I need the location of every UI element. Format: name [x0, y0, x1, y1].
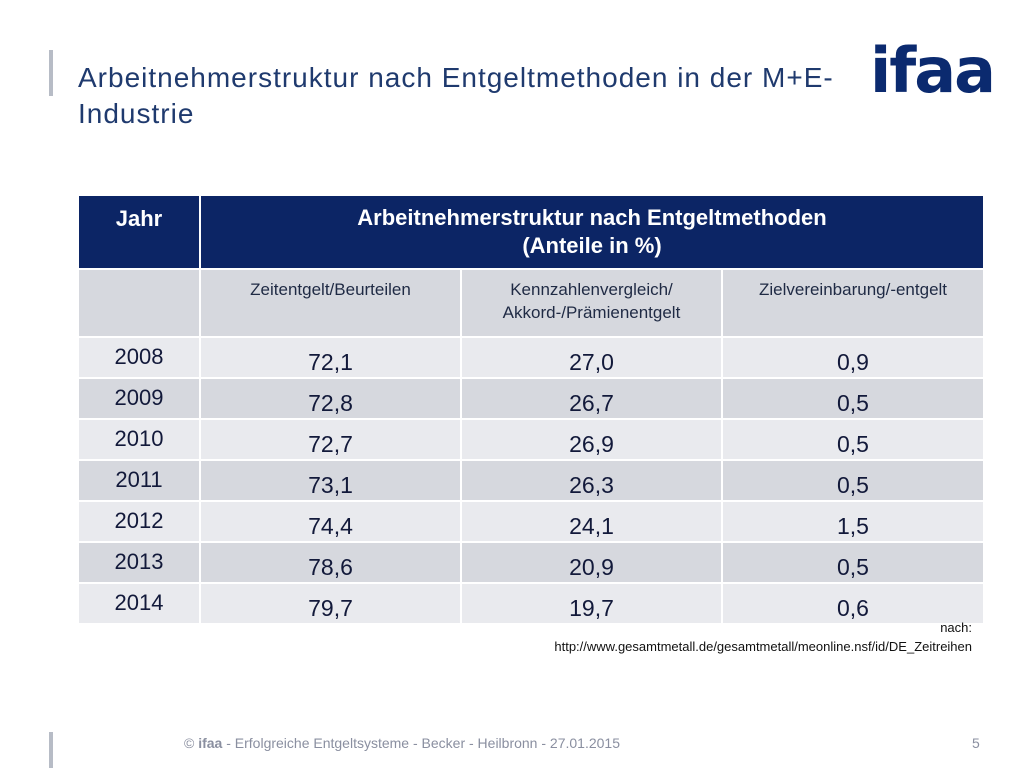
value-cell: 19,7: [460, 582, 722, 623]
value-cell: 26,9: [460, 418, 722, 460]
value-cell: 27,0: [460, 336, 722, 378]
year-cell: 2009: [79, 377, 200, 419]
value-cell: 73,1: [199, 459, 461, 501]
value-cell: 1,5: [721, 500, 983, 542]
source-prefix: nach:: [940, 620, 972, 635]
footer-description: - Erfolgreiche Entgeltsysteme - Becker -…: [222, 735, 620, 751]
table-row: 2009 72,8 26,7 0,5: [79, 377, 983, 419]
footer-text: © ifaa - Erfolgreiche Entgeltsysteme - B…: [184, 735, 620, 751]
value-cell: 0,6: [721, 582, 983, 623]
column-header-kennzahlen: Kennzahlenvergleich/ Akkord-/Prämienentg…: [460, 268, 722, 337]
value-cell: 74,4: [199, 500, 461, 542]
table-row: 2012 74,4 24,1 1,5: [79, 500, 983, 542]
group-header-subtitle: (Anteile in %): [522, 233, 662, 258]
source-url: http://www.gesamtmetall.de/gesamtmetall/…: [554, 639, 972, 654]
value-cell: 0,5: [721, 541, 983, 583]
table-header-row: Jahr Arbeitnehmerstruktur nach Entgeltme…: [79, 196, 983, 269]
column-header-zeitentgelt: Zeitentgelt/Beurteilen: [199, 268, 461, 337]
ifaa-logo: ifaa: [870, 34, 996, 107]
table-row: 2010 72,7 26,9 0,5: [79, 418, 983, 460]
value-cell: 0,5: [721, 377, 983, 419]
year-cell: 2012: [79, 500, 200, 542]
year-cell: 2008: [79, 336, 200, 378]
group-header: Arbeitnehmerstruktur nach Entgeltmethode…: [199, 196, 983, 269]
slide-title: Arbeitnehmerstruktur nach Entgeltmethode…: [78, 62, 834, 129]
value-cell: 0,5: [721, 418, 983, 460]
year-cell: 2011: [79, 459, 200, 501]
year-cell: 2014: [79, 582, 200, 623]
value-cell: 0,5: [721, 459, 983, 501]
copyright-symbol: ©: [184, 735, 195, 751]
value-cell: 72,8: [199, 377, 461, 419]
footer-accent-bar: [49, 732, 53, 768]
page-number: 5: [972, 735, 980, 751]
value-cell: 72,1: [199, 336, 461, 378]
column-header-label: Kennzahlenvergleich/: [510, 280, 673, 299]
column-header-label: Zielvereinbarung/-entgelt: [758, 280, 948, 299]
value-cell: 26,3: [460, 459, 722, 501]
table-row: 2013 78,6 20,9 0,5: [79, 541, 983, 583]
title-accent-bar: [49, 50, 53, 96]
column-header-row: Zeitentgelt/Beurteilen Kennzahlenverglei…: [79, 268, 983, 337]
table-row: 2011 73,1 26,3 0,5: [79, 459, 983, 501]
column-header-zielvereinbarung: Zielvereinbarung/-entgelt: [721, 268, 983, 337]
year-header: Jahr: [79, 196, 200, 269]
column-header-label-line2: Akkord-/Prämienentgelt: [502, 303, 681, 322]
data-table: Jahr Arbeitnehmerstruktur nach Entgeltme…: [79, 196, 983, 623]
group-header-title: Arbeitnehmerstruktur nach Entgeltmethode…: [357, 205, 827, 230]
table-row: 2008 72,1 27,0 0,9: [79, 336, 983, 378]
value-cell: 78,6: [199, 541, 461, 583]
value-cell: 79,7: [199, 582, 461, 623]
table-row: 2014 79,7 19,7 0,6: [79, 582, 983, 623]
year-cell: 2013: [79, 541, 200, 583]
value-cell: 20,9: [460, 541, 722, 583]
value-cell: 72,7: [199, 418, 461, 460]
year-cell: 2010: [79, 418, 200, 460]
value-cell: 26,7: [460, 377, 722, 419]
column-header-label: Zeitentgelt/Beurteilen: [250, 280, 411, 299]
value-cell: 0,9: [721, 336, 983, 378]
value-cell: 24,1: [460, 500, 722, 542]
column-header-empty: [79, 268, 200, 337]
source-note: nach: http://www.gesamtmetall.de/gesamtm…: [554, 618, 972, 656]
footer-brand: ifaa: [198, 735, 223, 751]
